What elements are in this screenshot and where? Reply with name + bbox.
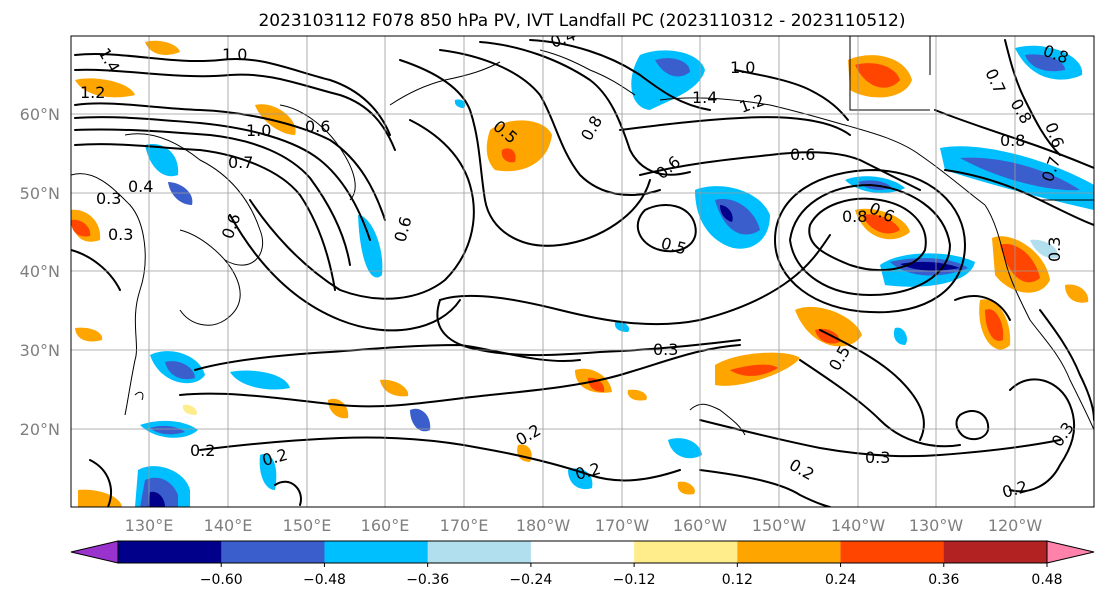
colorbar-tick-label: 0.36 <box>928 572 959 588</box>
lon-label: 170°W <box>595 516 650 535</box>
colorbar-segment <box>118 541 222 563</box>
negative-pv-shading <box>135 45 1094 507</box>
contour-label: 1.4 <box>692 88 717 107</box>
contour-label: 1.0 <box>246 121 271 140</box>
lon-label: 160°W <box>673 516 728 535</box>
lat-label: 40°N <box>20 262 60 281</box>
contour-label: 0.6 <box>790 145 815 164</box>
colorbar-tick-label: −0.12 <box>613 572 656 588</box>
colorbar-segment <box>840 541 945 563</box>
lon-label: 170°E <box>440 516 489 535</box>
contour-label: 0.6 <box>305 117 330 136</box>
contour-label: 0.3 <box>1045 237 1064 262</box>
contour-label: 0.3 <box>865 448 890 467</box>
colorbar-segment <box>221 541 325 563</box>
figure-title: 2023103112 F078 850 hPa PV, IVT Landfall… <box>258 11 905 31</box>
contour-label: 0.3 <box>108 225 133 244</box>
contour-label: 1.2 <box>80 83 105 102</box>
contour-label: 0.4 <box>128 177 153 196</box>
map-gridlines <box>71 36 1094 507</box>
colorbar-tick-label: 0.24 <box>825 572 856 588</box>
colorbar-tick-label: −0.48 <box>303 572 346 588</box>
colorbar: −0.60 −0.48 −0.36 −0.24 −0.12 0.12 0.24 0.36 0.4… <box>70 540 1095 588</box>
colorbar-tick-label: 0.12 <box>722 572 753 588</box>
lon-label: 180°W <box>516 516 571 535</box>
lon-label: 160°E <box>361 516 410 535</box>
contour-label: 0.3 <box>96 189 121 208</box>
colorbar-tick-label: −0.36 <box>406 572 449 588</box>
lon-label: 150°E <box>283 516 332 535</box>
colorbar-tick-label: 0.48 <box>1031 572 1062 588</box>
colorbar-segment <box>737 541 842 563</box>
contour-label: 1.0 <box>730 58 755 77</box>
colorbar-arrow-left <box>70 540 119 564</box>
coastlines <box>71 36 1094 436</box>
contour-label: 0.8 <box>842 207 867 226</box>
lon-label: 140°W <box>831 516 886 535</box>
colorbar-tick-label: −0.24 <box>509 572 552 588</box>
lon-label: 130°W <box>909 516 964 535</box>
longitude-labels: 130°E 140°E 150°E 160°E 170°E 180°W 170°… <box>125 516 1043 535</box>
lat-label: 60°N <box>20 105 60 124</box>
colorbar-segment <box>427 541 532 563</box>
lon-label: 130°E <box>125 516 174 535</box>
contour-label: 0.8 <box>1000 131 1025 150</box>
lon-label: 140°E <box>204 516 253 535</box>
contour-label: 0.2 <box>190 441 215 460</box>
lat-label: 20°N <box>20 420 60 439</box>
map-frame <box>70 35 1095 508</box>
colorbar-segment <box>943 541 1048 563</box>
map-panel: 1.4 1.0 1.2 1.0 0.6 0.7 0.4 0.3 0.3 0.6 … <box>70 35 1095 508</box>
latitude-labels: 60°N 50°N 40°N 30°N 20°N <box>20 105 60 439</box>
contour-label: 0.3 <box>653 340 678 359</box>
contour-label: 1.0 <box>222 45 247 64</box>
contour-label: 0.7 <box>228 153 253 172</box>
pv-contours <box>71 39 1094 507</box>
colorbar-segment <box>634 541 738 563</box>
positive-pv-shading <box>71 40 1089 507</box>
lat-label: 50°N <box>20 184 60 203</box>
colorbar-frame <box>117 540 1048 564</box>
colorbar-tick-label: −0.60 <box>200 572 243 588</box>
colorbar-segment <box>324 541 429 563</box>
colorbar-arrow-right <box>1046 540 1095 564</box>
lat-label: 30°N <box>20 341 60 360</box>
colorbar-segment <box>530 541 635 563</box>
lon-label: 150°W <box>752 516 807 535</box>
lon-label: 120°W <box>988 516 1043 535</box>
